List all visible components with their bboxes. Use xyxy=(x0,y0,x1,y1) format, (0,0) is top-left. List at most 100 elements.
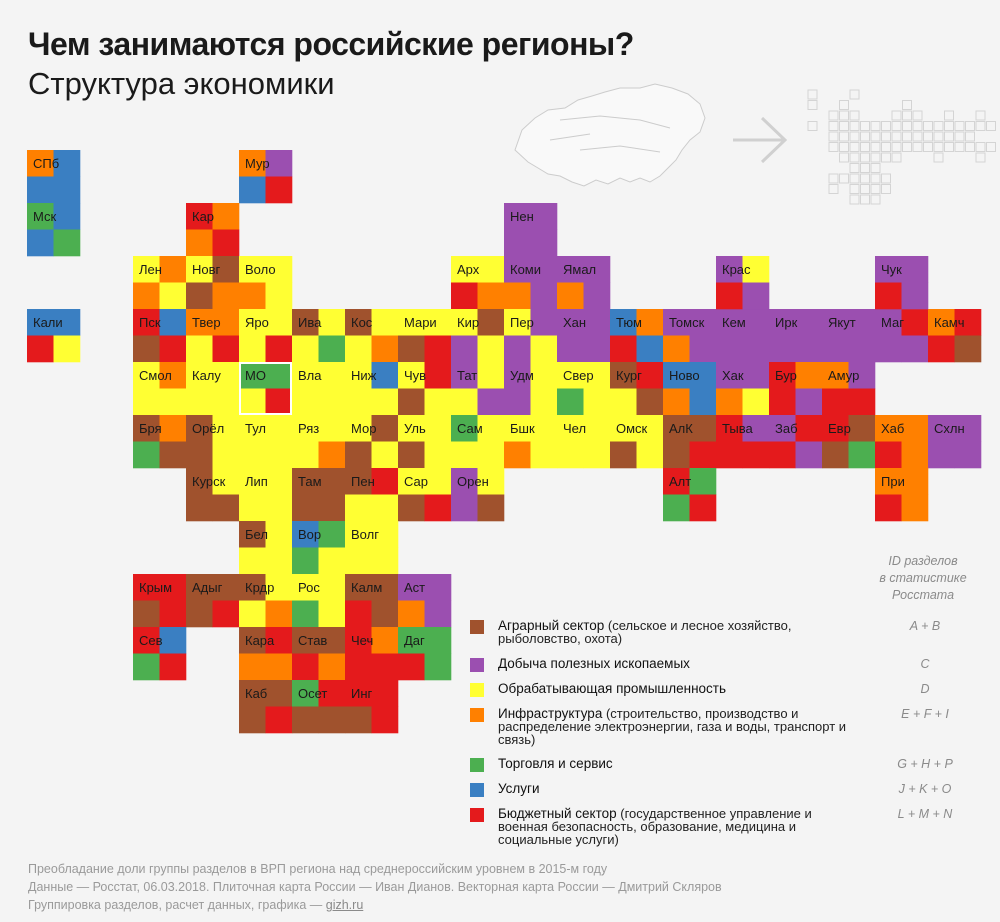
thumbnail-tile xyxy=(849,173,860,184)
region-tile: Сар xyxy=(398,468,452,522)
tile-quadrant xyxy=(875,335,902,363)
region-label: Орёл xyxy=(192,421,224,436)
legend-swatch xyxy=(470,658,484,672)
region-label: Инг xyxy=(351,686,373,701)
tile-quadrant xyxy=(292,680,319,707)
tile-quadrant xyxy=(424,415,452,442)
tile-quadrant xyxy=(239,388,266,416)
region-tile: Нен xyxy=(504,203,558,257)
tile-quadrant xyxy=(133,282,160,310)
tile-quadrant xyxy=(318,335,346,363)
region-label: Воло xyxy=(245,262,276,277)
tile-quadrant xyxy=(265,176,293,204)
region-tile: Рос xyxy=(292,574,346,628)
legend-swatch xyxy=(470,758,484,772)
tile-quadrant xyxy=(265,706,293,734)
thumbnail-tile xyxy=(828,131,839,142)
region-tile: Удм xyxy=(504,362,558,416)
tile-quadrant xyxy=(451,335,478,363)
tile-quadrant xyxy=(239,362,266,389)
region-tile: Кали xyxy=(27,309,81,363)
region-tile: Евр xyxy=(822,415,876,469)
tile-quadrant xyxy=(689,494,717,522)
region-label: Маг xyxy=(881,315,904,330)
region-tile: Кар xyxy=(186,203,240,257)
tile-quadrant xyxy=(371,547,399,575)
region-label: Пск xyxy=(139,315,161,330)
region-label: Свер xyxy=(563,368,594,383)
thumbnail-tile xyxy=(933,152,944,163)
tile-quadrant xyxy=(371,335,399,363)
tile-quadrant xyxy=(451,415,478,442)
tile-quadrant xyxy=(265,600,293,628)
tile-quadrant xyxy=(186,415,213,442)
tile-quadrant xyxy=(530,415,558,442)
thumbnail-tile xyxy=(870,194,881,205)
tile-quadrant xyxy=(53,335,81,363)
region-label: Тул xyxy=(245,421,266,436)
region-label: Крдр xyxy=(245,580,274,595)
region-label: Алт xyxy=(669,474,691,489)
thumbnail-tile xyxy=(902,100,912,110)
region-tile: Чеч xyxy=(345,627,399,681)
tile-quadrant xyxy=(504,362,531,389)
region-tile: Аст xyxy=(398,574,452,628)
tile-quadrant xyxy=(822,388,849,416)
tile-quadrant xyxy=(451,494,478,522)
tile-quadrant xyxy=(769,309,796,336)
tile-quadrant xyxy=(133,309,160,336)
tile-quadrant xyxy=(504,256,531,283)
tile-quadrant xyxy=(610,309,637,336)
region-label: Орен xyxy=(457,474,489,489)
tile-quadrant xyxy=(795,441,823,469)
tile-quadrant xyxy=(186,441,213,469)
region-label: Твер xyxy=(192,315,221,330)
region-tile: СПб xyxy=(27,150,81,204)
region-tile: Сев xyxy=(133,627,187,681)
tile-quadrant xyxy=(530,335,558,363)
tile-quadrant xyxy=(398,494,425,522)
thumbnail-tile xyxy=(849,163,860,173)
tile-quadrant xyxy=(239,574,266,601)
tile-quadrant xyxy=(795,362,823,389)
thumbnail-tile xyxy=(870,152,881,163)
tile-quadrant xyxy=(742,415,770,442)
tile-quadrant xyxy=(239,706,266,734)
tile-quadrant xyxy=(928,335,955,363)
arrow-right-icon xyxy=(733,116,788,164)
tile-quadrant xyxy=(954,415,982,442)
region-label: Амур xyxy=(828,368,859,383)
tile-quadrant xyxy=(212,574,240,601)
thumbnail-tile xyxy=(828,121,839,131)
thumbnail-tile xyxy=(870,121,881,131)
tile-quadrant xyxy=(504,203,531,230)
thumbnail-tile xyxy=(912,131,923,142)
legend-code: C xyxy=(920,657,930,671)
tile-quadrant xyxy=(212,362,240,389)
tile-quadrant xyxy=(795,415,823,442)
legend-code: J + K + O xyxy=(898,782,952,796)
tile-quadrant xyxy=(371,706,399,734)
thumbnail-tile xyxy=(975,152,986,163)
tile-quadrant xyxy=(504,441,531,469)
thumbnail-tile xyxy=(849,121,860,131)
tile-quadrant xyxy=(477,468,505,495)
footer-link[interactable]: gizh.ru xyxy=(325,898,364,912)
tile-quadrant xyxy=(212,441,240,469)
tile-quadrant xyxy=(371,388,399,416)
tile-quadrant xyxy=(928,415,955,442)
tile-quadrant xyxy=(504,335,531,363)
thumbnail-tile xyxy=(881,142,891,152)
tile-quadrant xyxy=(53,309,81,336)
thumbnail-tile xyxy=(870,173,881,184)
tile-quadrant xyxy=(504,309,531,336)
tile-quadrant xyxy=(345,468,372,495)
region-label: Чел xyxy=(563,421,586,436)
legend-code: E + F + I xyxy=(901,707,949,721)
thumbnail-tile xyxy=(839,152,849,163)
region-label: Бшк xyxy=(510,421,535,436)
region-label: Якут xyxy=(828,315,856,330)
tile-quadrant xyxy=(901,415,929,442)
tile-quadrant xyxy=(292,468,319,495)
tile-quadrant xyxy=(424,468,452,495)
